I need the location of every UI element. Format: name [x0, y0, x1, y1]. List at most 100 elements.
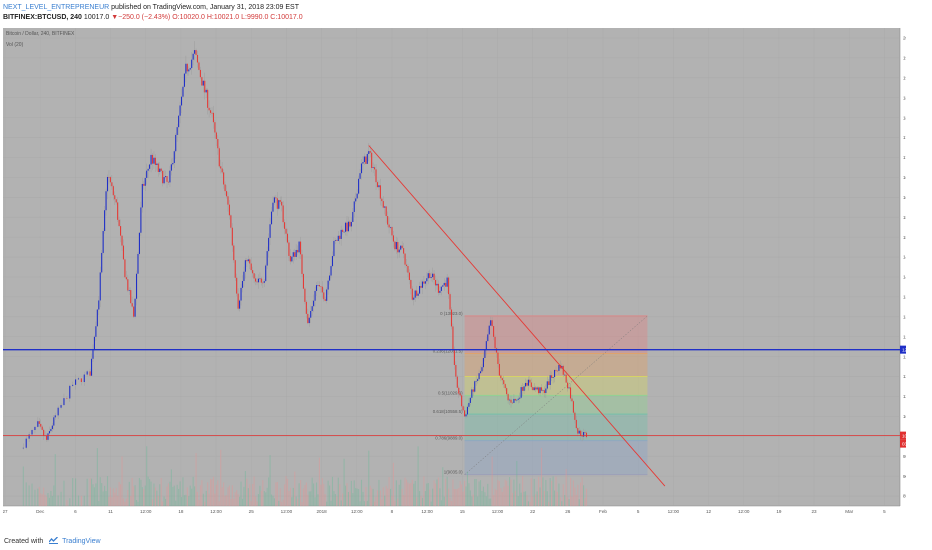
volume-bar — [104, 485, 106, 506]
y-tick-label: 11000.0 — [903, 394, 906, 399]
candle-body — [330, 266, 332, 276]
author-link[interactable]: NEXT_LEVEL_ENTREPRENEUR — [3, 4, 110, 11]
candle-body — [153, 157, 155, 164]
volume-bar — [388, 477, 390, 506]
candle-body — [340, 229, 342, 239]
volume-bar — [574, 487, 576, 506]
volume-bar — [212, 476, 215, 506]
candle-body — [562, 365, 564, 375]
volume-bar — [554, 490, 556, 506]
fib-level-label: 0.236(12081.5) — [433, 348, 463, 353]
candle-body — [461, 395, 463, 407]
volume-bar — [108, 496, 110, 506]
x-tick-label: 12:00 — [140, 509, 152, 514]
candle-body — [459, 393, 461, 396]
volume-bar — [439, 488, 441, 506]
volume-bar — [340, 500, 342, 506]
candle-body — [273, 197, 275, 203]
fib-zone — [464, 353, 648, 377]
candle-body — [240, 287, 242, 301]
volume-bar — [488, 498, 490, 506]
volume-bar — [60, 491, 62, 506]
volume-bar — [295, 496, 297, 506]
x-tick-label: 27 — [3, 509, 8, 514]
volume-bar — [138, 477, 140, 506]
y-tick-label: 9000.0 — [903, 474, 906, 479]
candle-body — [98, 300, 100, 310]
volume-bar — [581, 477, 583, 506]
volume-bar — [520, 492, 522, 506]
candle-body — [307, 313, 309, 324]
candle-body — [63, 398, 65, 406]
time-axis — [3, 506, 900, 516]
volume-bar — [408, 483, 410, 506]
tradingview-brand[interactable]: TradingView — [62, 538, 101, 545]
volume-bar — [376, 490, 379, 506]
y-tick-label: 9500.0 — [903, 454, 906, 459]
candle-body — [494, 336, 496, 349]
volume-bar — [378, 479, 380, 506]
candle-body — [201, 77, 203, 86]
volume-bar — [327, 480, 329, 506]
volume-bar — [432, 488, 434, 506]
volume-bar — [307, 494, 309, 506]
candle-body — [292, 252, 294, 257]
x-tick-label: 12:00 — [210, 509, 222, 514]
volume-bar — [192, 476, 194, 506]
volume-bar — [343, 458, 345, 506]
volume-bar — [140, 479, 142, 506]
candle-body — [108, 176, 110, 178]
volume-bar — [236, 490, 238, 506]
candle-body — [211, 112, 213, 114]
candle-body — [321, 286, 323, 293]
volume-bar — [485, 496, 487, 506]
volume-bar — [551, 480, 553, 506]
price-line-tag — [900, 431, 906, 440]
volume-bar — [330, 500, 332, 506]
candle-body — [256, 281, 258, 283]
candle-body — [244, 260, 246, 272]
symbol-label: BITFINEX:BTCUSD, 240 — [3, 14, 82, 21]
fib-level-label: 0.5(11029.0) — [438, 390, 463, 395]
candle-body — [284, 222, 286, 229]
volume-bar — [284, 484, 286, 506]
candle-body — [124, 259, 126, 278]
volume-bar — [137, 501, 139, 506]
volume-bar — [368, 450, 370, 506]
candle-body — [437, 283, 439, 293]
price-line-label: 12175.3 — [902, 347, 906, 352]
candle-body — [585, 432, 588, 438]
volume-bar — [257, 493, 260, 506]
candle-body — [165, 176, 167, 178]
candle-body — [131, 303, 133, 307]
volume-bar — [495, 490, 498, 506]
candle-body — [580, 430, 582, 436]
volume-bar — [352, 493, 354, 506]
volume-bar — [96, 448, 98, 506]
candle-body — [112, 186, 114, 196]
candle-body — [549, 375, 551, 385]
volume-bar — [144, 485, 146, 506]
candle-body — [535, 387, 537, 390]
volume-bar — [141, 487, 143, 506]
x-tick-label: Dec — [36, 509, 45, 514]
candle-body — [151, 154, 154, 164]
candle-body — [421, 281, 424, 288]
candle-body — [295, 249, 297, 257]
price-chart[interactable]: 8500.09000.09500.010000.010500.011000.01… — [3, 28, 906, 516]
candle-body — [133, 306, 135, 317]
volume-bar — [410, 483, 412, 506]
candle-body — [80, 378, 82, 383]
candle-body — [419, 285, 421, 294]
volume-bar — [53, 485, 55, 506]
candle-body — [294, 252, 296, 257]
volume-bar — [526, 495, 528, 506]
candle-body — [105, 191, 107, 211]
candle-body — [372, 167, 374, 169]
volume-bar — [450, 501, 453, 506]
candle-body — [173, 151, 175, 163]
candle-body — [491, 320, 493, 327]
candle-body — [199, 69, 201, 78]
y-tick-label: 13000.0 — [903, 314, 906, 319]
candle-body — [318, 285, 320, 287]
